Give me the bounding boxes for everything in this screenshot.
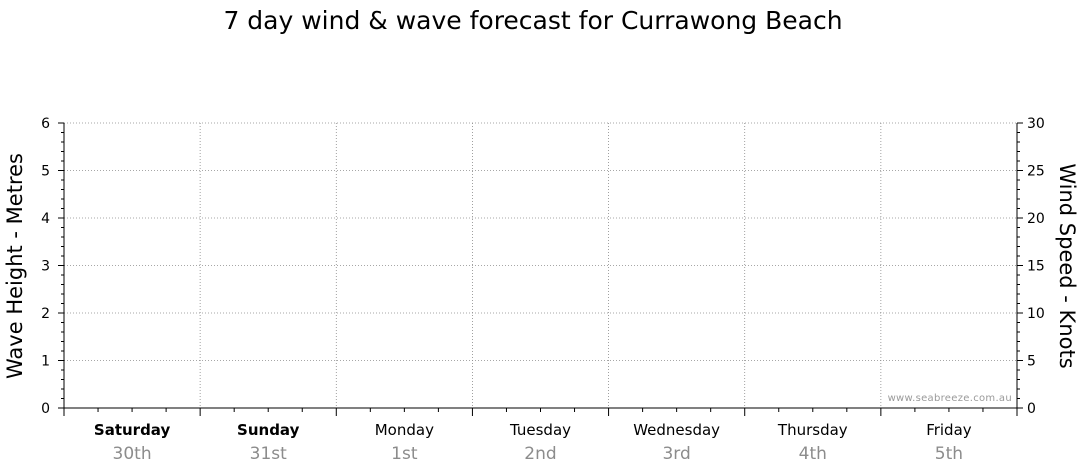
left-tick-label: 6 xyxy=(41,116,50,132)
right-y-axis-ticks: 0 5 10 15 20 25 30 xyxy=(1017,116,1045,417)
left-tick-label: 1 xyxy=(41,354,50,370)
day-date-label: 4th xyxy=(799,444,827,464)
right-tick-label: 30 xyxy=(1027,116,1045,132)
right-tick-label: 10 xyxy=(1027,306,1045,322)
chart-title: 7 day wind & wave forecast for Currawong… xyxy=(223,6,842,35)
right-tick-label: 25 xyxy=(1027,164,1045,180)
day-date-label: 1st xyxy=(391,444,418,464)
right-axis-title: Wind Speed - Knots xyxy=(1055,163,1079,368)
right-tick-label: 5 xyxy=(1027,354,1036,370)
day-name-label: Sunday xyxy=(237,421,300,439)
left-tick-label: 5 xyxy=(41,164,50,180)
day-name-label: Saturday xyxy=(94,421,171,439)
right-tick-label: 20 xyxy=(1027,211,1045,227)
day-name-label: Wednesday xyxy=(633,421,720,439)
day-name-label: Tuesday xyxy=(509,421,571,439)
day-date-label: 2nd xyxy=(524,444,556,464)
day-date-label: 31st xyxy=(250,444,287,464)
right-tick-label: 15 xyxy=(1027,259,1045,275)
x-axis-day-labels: Saturday 30th Sunday 31st Monday 1st Tuesday 2n… xyxy=(63,408,1018,464)
day-date-label: 3rd xyxy=(662,444,690,464)
left-y-axis-ticks: 0 1 2 3 4 5 6 xyxy=(41,116,64,417)
left-tick-label: 3 xyxy=(41,259,50,275)
watermark-text: www.seabreeze.com.au xyxy=(888,393,1012,404)
grid-lines xyxy=(64,122,1017,408)
day-name-label: Monday xyxy=(375,421,434,439)
left-axis-title: Wave Height - Metres xyxy=(3,153,27,379)
left-tick-label: 0 xyxy=(41,401,50,417)
day-date-label: 30th xyxy=(113,444,152,464)
left-tick-label: 2 xyxy=(41,306,50,322)
day-name-label: Thursday xyxy=(777,421,848,439)
day-name-label: Friday xyxy=(926,421,972,439)
right-tick-label: 0 xyxy=(1027,401,1036,417)
day-date-label: 5th xyxy=(935,444,963,464)
left-tick-label: 4 xyxy=(41,211,50,227)
